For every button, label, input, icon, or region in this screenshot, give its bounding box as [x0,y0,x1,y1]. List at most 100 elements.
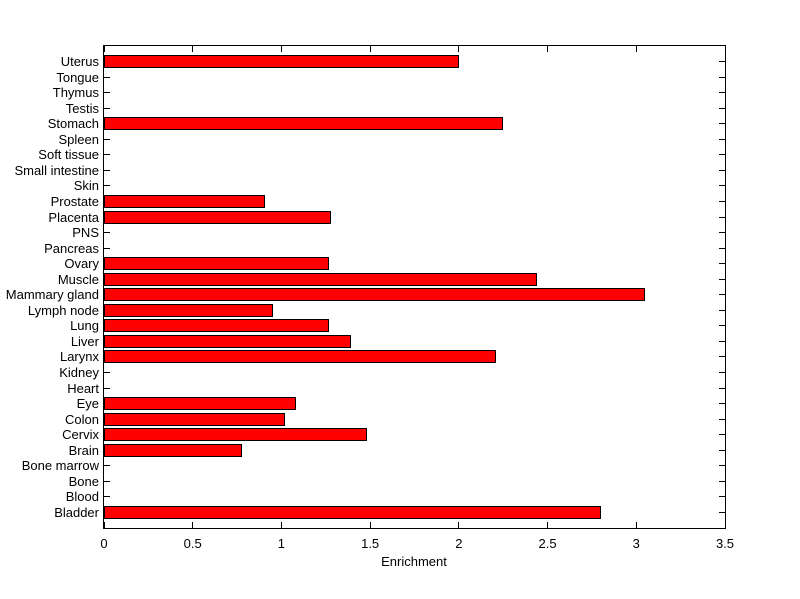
y-tick-left [104,154,110,156]
y-tick-label: Bone [68,473,99,489]
y-tick-label: Larynx [59,349,99,365]
y-tick-left [104,76,110,78]
x-tick-bottom [103,522,105,528]
bar-lymph-node [104,303,273,317]
y-tick-label: Uterus [60,54,99,70]
y-tick-label: Mammary gland [5,287,99,303]
y-tick-label: Stomach [47,116,99,132]
y-tick-right [719,434,725,436]
y-tick-right [719,372,725,374]
y-tick-label: Liver [70,333,99,349]
y-tick-right [719,387,725,389]
x-tick-bottom [547,522,549,528]
y-tick-right [719,403,725,405]
bar-brain [104,443,243,457]
y-tick-right [719,185,725,187]
x-tick-bottom [635,522,637,528]
bar-mammary-gland [104,288,646,302]
y-tick-left [104,232,110,234]
y-tick-right [719,449,725,451]
y-tick-left [104,138,110,140]
y-tick-right [719,169,725,171]
y-tick-label: Lymph node [27,302,99,318]
y-tick-label: Cervix [62,427,99,443]
y-tick-right [719,263,725,265]
y-tick-right [719,480,725,482]
y-tick-right [719,76,725,78]
y-tick-right [719,465,725,467]
y-tick-right [719,278,725,280]
x-tick-label: 1.5 [361,536,380,551]
x-tick-bottom [192,522,194,528]
y-tick-right [719,418,725,420]
y-tick-right [719,325,725,327]
y-tick-right [719,123,725,125]
plot-area [103,45,726,529]
x-tick-top [280,46,282,52]
y-tick-left [104,92,110,94]
y-tick-label: Kidney [59,365,99,381]
bar-colon [104,412,285,426]
x-tick-label: 3.5 [715,536,735,551]
y-tick-label: Brain [68,442,99,458]
y-tick-label: Lung [70,318,99,334]
y-tick-left [104,107,110,109]
y-tick-right [719,340,725,342]
y-tick-label: Soft tissue [38,147,99,163]
y-tick-right [719,92,725,94]
x-tick-top [458,46,460,52]
y-tick-label: Tongue [56,69,99,85]
bar-ovary [104,257,330,271]
x-tick-label: 3 [632,536,640,551]
y-tick-label: PNS [72,225,99,241]
y-tick-right [719,61,725,63]
y-tick-right [719,294,725,296]
bar-muscle [104,272,537,286]
y-tick-label: Pancreas [44,240,99,256]
y-tick-label: Skin [73,178,99,194]
bar-liver [104,334,351,348]
y-tick-label: Testis [65,100,99,116]
x-tick-bottom [369,522,371,528]
y-tick-label: Small intestine [14,162,99,178]
x-tick-top [635,46,637,52]
y-tick-label: Colon [65,411,99,427]
y-tick-label: Blood [65,489,99,505]
x-tick-top [724,46,726,52]
bar-larynx [104,350,497,364]
y-tick-left [104,185,110,187]
x-tick-label: 0.5 [183,536,202,551]
y-tick-left [104,480,110,482]
bar-lung [104,319,330,333]
y-tick-label: Bone marrow [21,458,99,474]
y-tick-label: Thymus [52,85,99,101]
x-tick-label: 2.5 [538,536,557,551]
bar-placenta [104,210,332,224]
y-tick-label: Spleen [58,131,99,147]
x-tick-top [547,46,549,52]
y-tick-right [719,356,725,358]
y-tick-right [719,247,725,249]
y-tick-left [104,387,110,389]
y-tick-left [104,169,110,171]
y-tick-left [104,372,110,374]
y-tick-right [719,216,725,218]
x-tick-top [103,46,105,52]
y-tick-label: Eye [76,396,99,412]
bar-stomach [104,117,504,131]
y-tick-right [719,232,725,234]
bar-cervix [104,428,367,442]
x-tick-label: 1 [277,536,286,551]
bar-prostate [104,194,266,208]
x-tick-bottom [280,522,282,528]
x-tick-bottom [458,522,460,528]
y-tick-label: Heart [67,380,99,396]
bar-uterus [104,55,459,69]
x-tick-label: 0 [100,536,108,551]
y-tick-label: Muscle [57,271,99,287]
y-tick-left [104,247,110,249]
x-tick-bottom [724,522,726,528]
y-tick-right [719,511,725,513]
x-axis-title: Enrichment [381,554,447,569]
